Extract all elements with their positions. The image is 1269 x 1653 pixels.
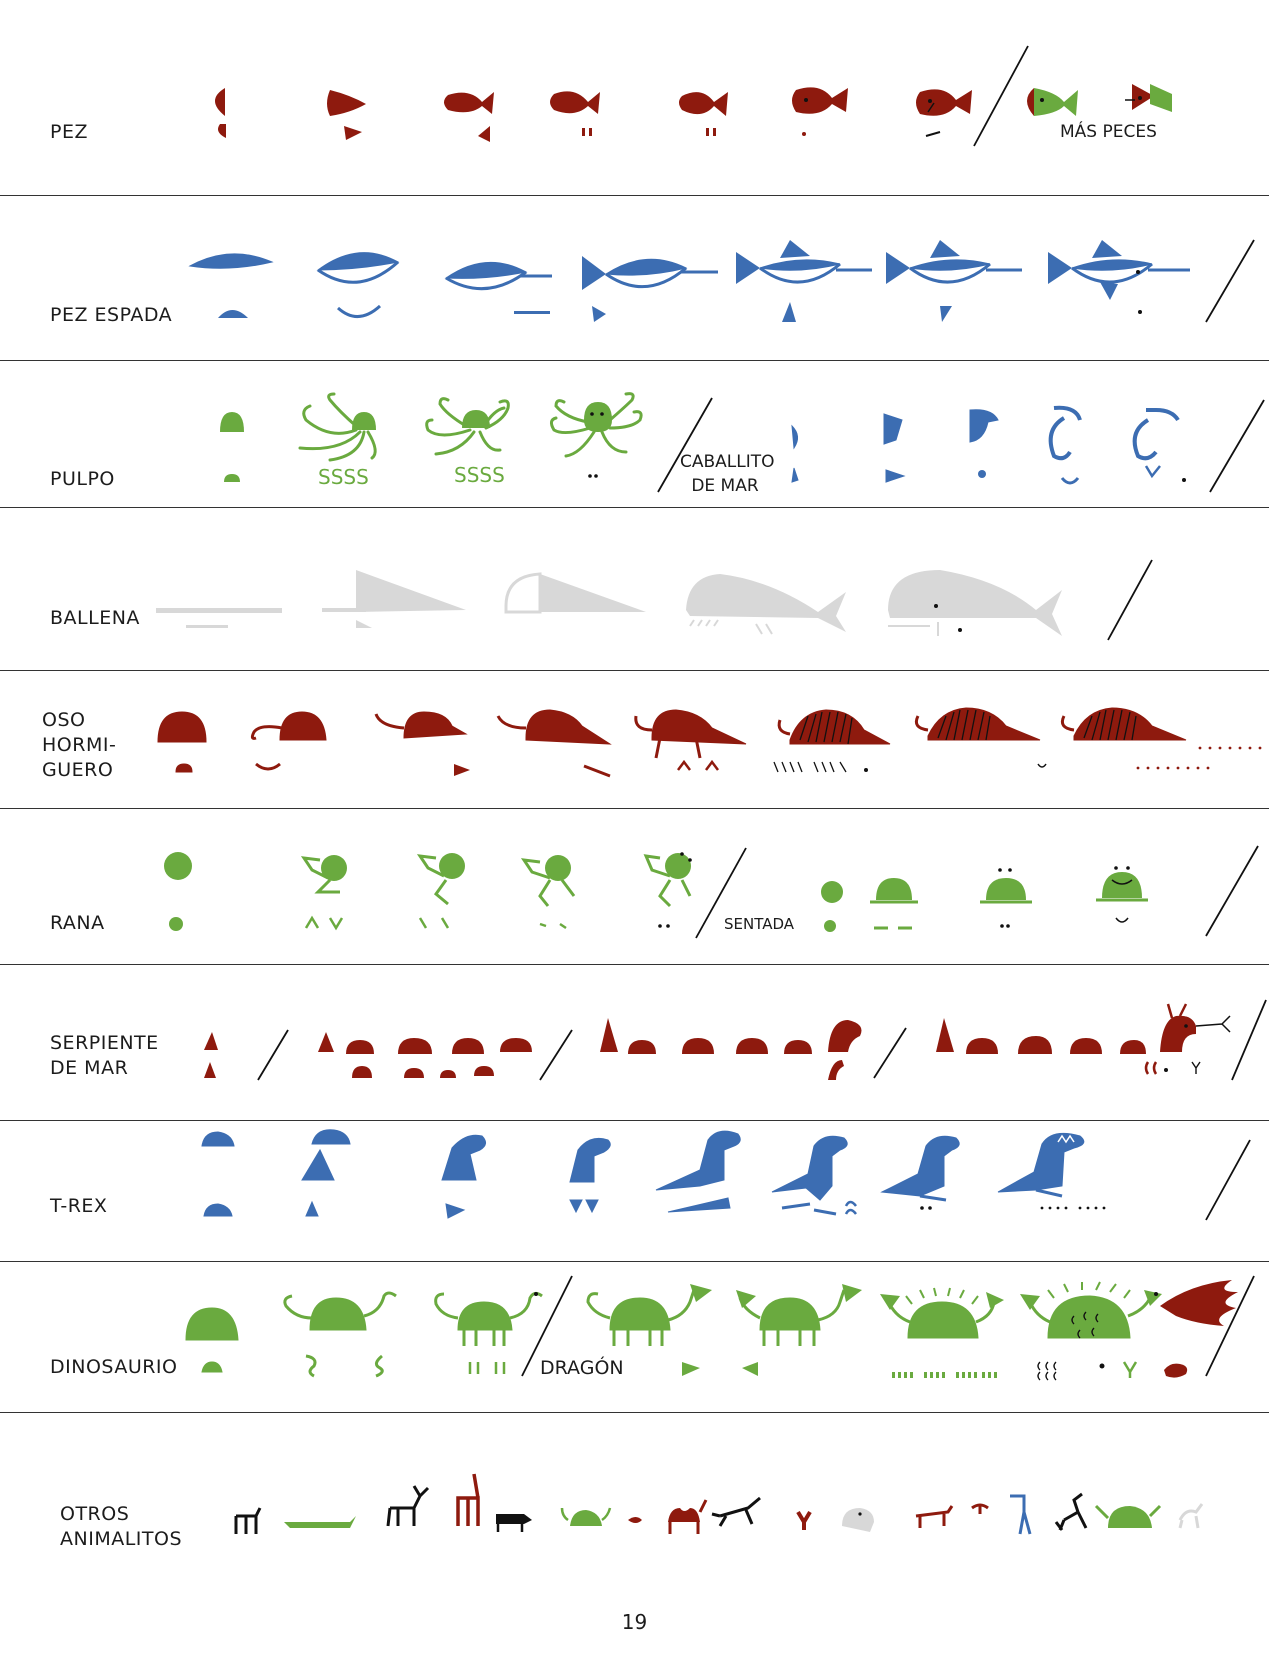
row-label-pulpo: PULPO xyxy=(50,468,115,490)
svg-text:SSSS: SSSS xyxy=(318,465,369,489)
divider xyxy=(0,1120,1269,1121)
divider xyxy=(0,1412,1269,1413)
otros-animalitos-drawings xyxy=(234,1473,1204,1535)
serpiente-drawings xyxy=(204,999,1267,1081)
row-label-otros-animalitos: OTROS ANIMALITOS xyxy=(60,1503,183,1550)
sublabel-dragon: DRAGÓN xyxy=(540,1357,624,1379)
pez-drawings xyxy=(215,45,1172,147)
row-label-serpiente: SERPIENTE DE MAR xyxy=(50,1032,159,1079)
divider xyxy=(0,360,1269,361)
dinosaurio-drawings xyxy=(185,1275,1255,1381)
rana-drawings xyxy=(164,845,1259,939)
ballena-drawings xyxy=(156,559,1153,641)
divider xyxy=(0,808,1269,809)
sublabel-mas-peces: MÁS PECES xyxy=(1060,122,1157,142)
divider xyxy=(0,507,1269,508)
row-label-dinosaurio: DINOSAURIO xyxy=(50,1356,178,1378)
row-label-trex: T-REX xyxy=(50,1195,108,1217)
sublabel-caballito: CABALLITO DE MAR xyxy=(680,452,775,496)
row-label-oso-hormiguero: OSO HORMI- GUERO xyxy=(42,709,117,781)
row-label-rana: RANA xyxy=(50,912,105,934)
page-number: 19 xyxy=(621,1610,648,1634)
divider xyxy=(0,670,1269,671)
pez-espada-drawings xyxy=(188,239,1255,323)
trex-drawings xyxy=(201,1129,1251,1221)
row-label-pez: PEZ xyxy=(50,121,88,143)
row-label-pez-espada: PEZ ESPADA xyxy=(50,304,173,326)
divider xyxy=(0,1261,1269,1262)
pulpo-drawings: SSSS SSSS xyxy=(220,392,1265,493)
divider xyxy=(0,964,1269,965)
divider xyxy=(0,195,1269,196)
oso-hormiguero-drawings xyxy=(157,707,1262,778)
sublabel-sentada: SENTADA xyxy=(724,915,795,933)
svg-text:SSSS: SSSS xyxy=(454,463,505,487)
row-label-ballena: BALLENA xyxy=(50,607,140,629)
